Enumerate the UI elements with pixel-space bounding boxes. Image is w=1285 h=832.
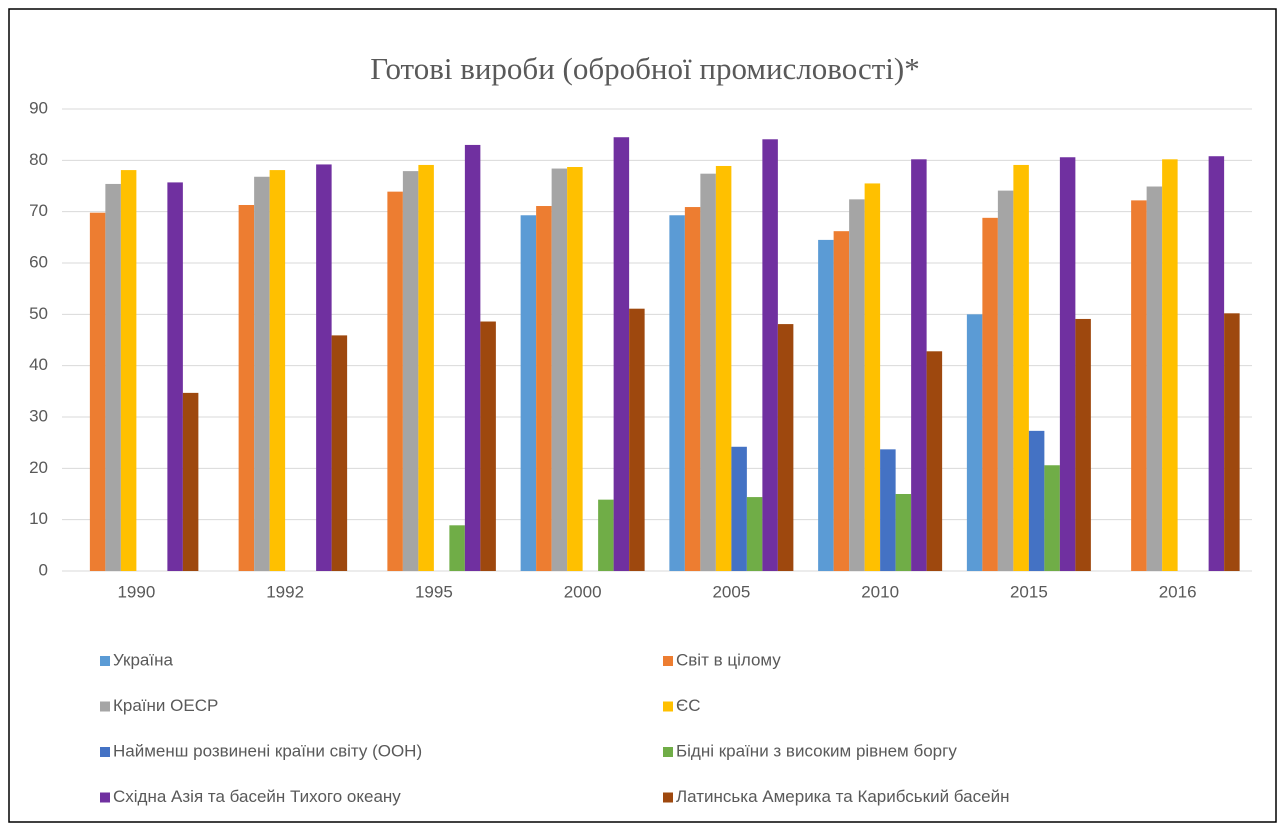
bar: [464, 144, 481, 571]
legend-label: Країни ОЕСР: [113, 696, 218, 715]
x-tick-label: 1992: [266, 582, 304, 601]
bar: [684, 207, 701, 571]
legend-swatch: [663, 701, 673, 712]
bar: [777, 324, 794, 571]
bar: [849, 199, 865, 571]
bar: [669, 215, 685, 571]
bar: [966, 314, 983, 571]
legend-label: Найменш розвинені країни світу (ООН): [113, 741, 422, 760]
bar: [1059, 157, 1076, 571]
bar: [613, 137, 630, 571]
y-tick-label: 30: [29, 406, 48, 425]
y-tick-label: 90: [29, 98, 48, 117]
bar: [880, 449, 896, 571]
bar: [402, 171, 419, 571]
bar: [269, 170, 286, 571]
bar: [762, 139, 778, 571]
y-tick-label: 40: [29, 355, 48, 374]
bar: [982, 217, 998, 571]
x-tick-label: 2010: [861, 582, 899, 601]
x-tick-label: 2000: [564, 582, 602, 601]
bar: [105, 183, 121, 572]
legend-swatch: [100, 747, 110, 757]
y-tick-label: 10: [29, 509, 48, 528]
bar: [536, 206, 552, 571]
bar: [1162, 159, 1178, 571]
bar: [254, 176, 270, 571]
chart-title: Готові вироби (обробної промисловості)*: [370, 51, 919, 86]
y-tick-label: 70: [29, 201, 48, 220]
bar: [818, 239, 834, 571]
x-tick-label: 2016: [1159, 582, 1197, 601]
legend-swatch: [663, 747, 673, 757]
legend-swatch: [663, 656, 673, 666]
bar: [1044, 465, 1060, 571]
bar: [1146, 186, 1163, 571]
x-tick-label: 2005: [712, 582, 750, 601]
x-tick-label: 1995: [415, 582, 453, 601]
x-tick-label: 1990: [117, 582, 155, 601]
legend-swatch: [663, 792, 673, 803]
bar: [864, 183, 881, 571]
bar: [911, 159, 927, 571]
bar: [746, 497, 763, 571]
legend-swatch: [100, 656, 110, 666]
bar: [480, 321, 496, 571]
bar: [598, 499, 614, 571]
bar: [331, 335, 348, 571]
bar: [182, 392, 199, 571]
x-tick-label: 2015: [1010, 582, 1048, 601]
bar: [731, 446, 747, 571]
bar: [316, 164, 332, 571]
bar: [1224, 313, 1240, 571]
bar: [1028, 430, 1045, 571]
legend-label: Латинська Америка та Карибський басейн: [676, 787, 1009, 806]
bar: [895, 494, 912, 571]
bar: [387, 191, 403, 571]
bar: [567, 167, 583, 572]
legend-swatch: [100, 792, 110, 803]
legend-label: Світ в цілому: [676, 650, 781, 669]
legend-swatch: [100, 701, 110, 712]
bar: [833, 231, 850, 571]
y-tick-label: 60: [29, 252, 48, 271]
y-tick-label: 80: [29, 150, 48, 169]
y-tick-label: 20: [29, 458, 48, 477]
bar: [629, 308, 645, 571]
bar: [1208, 156, 1225, 571]
legend-label: Бідні країни з високим рівнем боргу: [676, 741, 957, 760]
bar: [120, 170, 137, 571]
bar: [238, 204, 255, 571]
legend-label: Східна Азія та басейн Тихого океану: [113, 787, 401, 806]
bar: [1075, 318, 1091, 571]
bar: [418, 164, 434, 571]
bar: [715, 165, 732, 572]
bar: [700, 173, 716, 571]
bar: [167, 182, 183, 571]
y-tick-label: 50: [29, 304, 48, 323]
bar: [449, 525, 465, 571]
bar: [1131, 200, 1147, 571]
bar: [926, 351, 943, 571]
bar: [997, 190, 1014, 571]
legend-label: ЄС: [676, 696, 701, 715]
bar: [520, 215, 537, 571]
legend-label: Україна: [113, 650, 173, 669]
bar: [1013, 164, 1029, 571]
bar: [89, 212, 106, 571]
y-tick-label: 0: [39, 560, 48, 579]
bar: [551, 168, 568, 571]
